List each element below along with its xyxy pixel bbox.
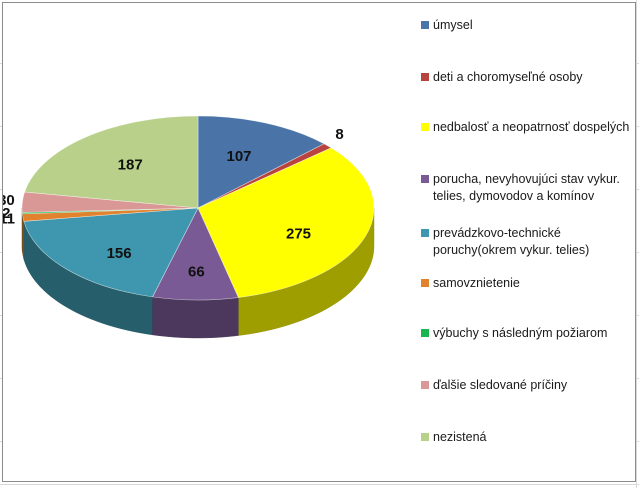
- legend-swatch: [421, 381, 429, 389]
- legend-label: nedbalosť a neopatrnosť dospelých: [433, 120, 630, 134]
- chart-area[interactable]: 107 8 275 66 156 11230 187 úmysel deti a chorom…: [2, 2, 636, 482]
- legend: úmysel deti a choromyseľné osoby nedbalosť…: [421, 3, 636, 481]
- legend-label: prevádzkovo-technické poruchy(okrem vyku…: [433, 226, 590, 257]
- pie-slice[interactable]: [23, 207, 199, 298]
- sheet-gridline: [0, 484, 639, 485]
- data-label: 275: [286, 225, 311, 242]
- legend-swatch: [421, 175, 429, 183]
- legend-label: deti a choromyseľné osoby: [433, 70, 583, 84]
- legend-swatch: [421, 229, 429, 237]
- pie-chart: 107 8 275 66 156 11230 187: [3, 115, 375, 339]
- pie-slice-side: [152, 296, 239, 339]
- legend-label: porucha, nevyhovujúci stav vykur. telies…: [433, 172, 620, 203]
- data-label: 2: [3, 205, 10, 222]
- pie-slice[interactable]: [24, 115, 199, 209]
- legend-swatch: [421, 73, 429, 81]
- legend-label: úmysel: [433, 18, 473, 32]
- legend-label: nezistená: [433, 430, 487, 444]
- data-label: 30: [3, 192, 15, 209]
- legend-swatch: [421, 123, 429, 131]
- legend-label: výbuchy s následným požiarom: [433, 326, 608, 340]
- data-label: 107: [226, 148, 251, 165]
- legend-swatch: [421, 21, 429, 29]
- legend-swatch: [421, 279, 429, 287]
- sheet-gridline: [636, 0, 637, 488]
- data-label: 11: [3, 210, 15, 227]
- legend-label: ďalšie sledované príčiny: [433, 378, 568, 392]
- data-label: 187: [118, 157, 143, 174]
- legend-swatch: [421, 433, 429, 441]
- data-label: 66: [188, 264, 205, 281]
- pie-slice[interactable]: [197, 115, 325, 209]
- data-label: 156: [107, 245, 132, 262]
- pie-slice[interactable]: [197, 147, 375, 298]
- legend-label: samovznietenie: [433, 276, 520, 290]
- legend-swatch: [421, 329, 429, 337]
- data-label: 8: [335, 126, 343, 143]
